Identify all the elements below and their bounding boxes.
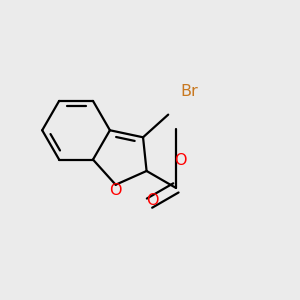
Text: O: O	[110, 182, 122, 197]
Text: O: O	[146, 193, 159, 208]
Text: Br: Br	[181, 84, 199, 99]
Text: O: O	[174, 153, 187, 168]
